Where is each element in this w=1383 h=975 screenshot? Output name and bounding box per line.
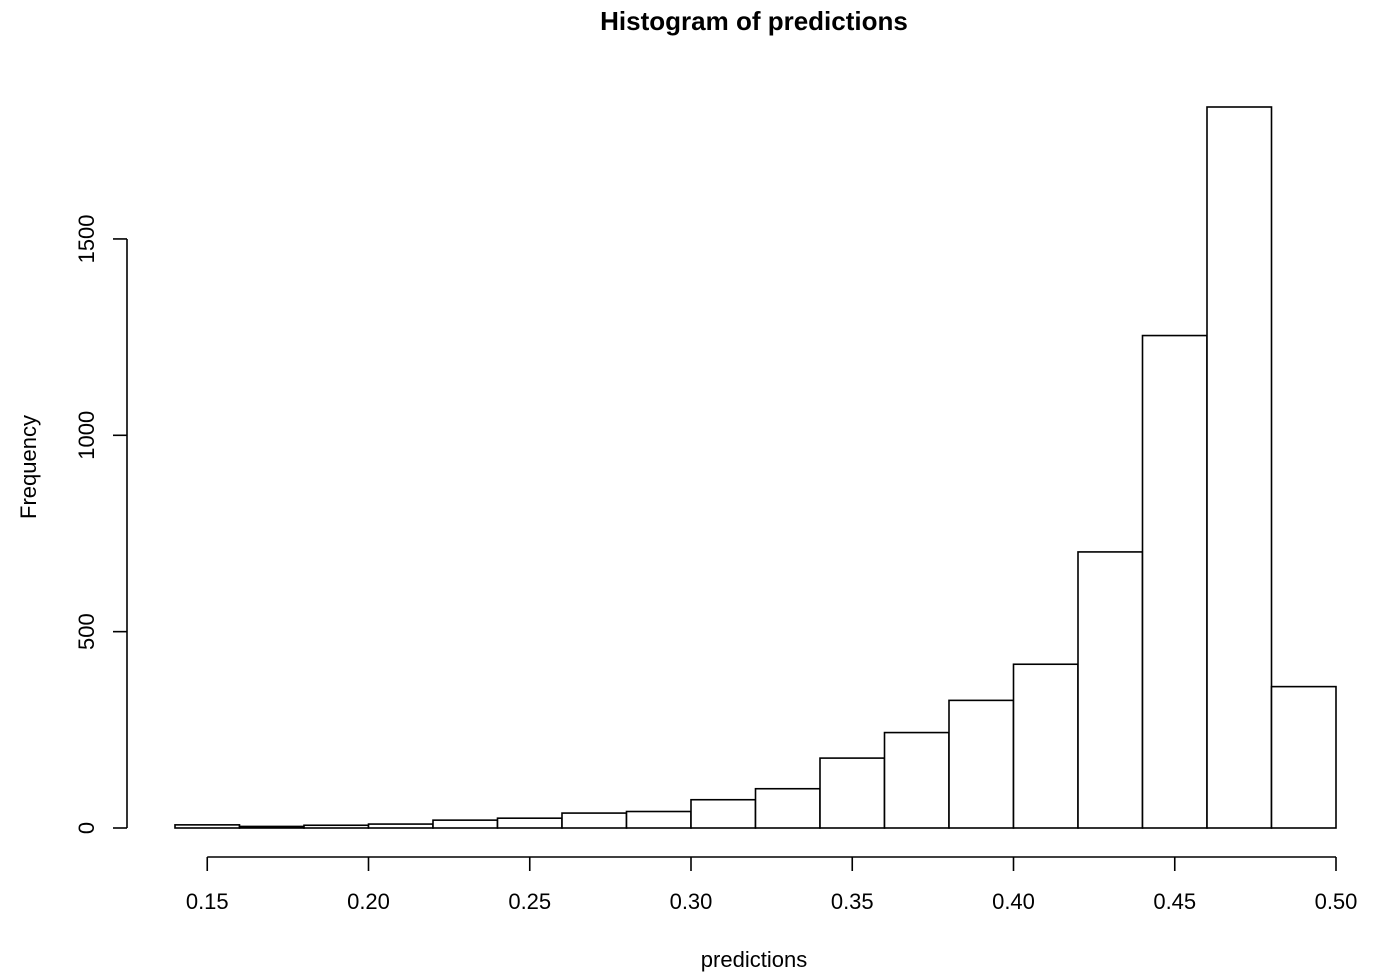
histogram-bar (367, 823, 434, 829)
histogram-bar (1206, 106, 1273, 829)
histogram-bar (432, 819, 499, 829)
histogram-bar (1141, 334, 1208, 829)
y-tick-label: 0 (74, 822, 99, 834)
y-tick-label: 1500 (74, 214, 99, 263)
histogram-bar (303, 824, 370, 829)
histogram-bar (174, 824, 241, 829)
x-tick-label: 0.20 (347, 889, 390, 914)
x-tick-label: 0.25 (508, 889, 551, 914)
x-tick-label: 0.15 (186, 889, 229, 914)
y-tick-label: 500 (74, 613, 99, 650)
histogram-bar (1012, 663, 1079, 829)
histogram-bar (1270, 685, 1337, 829)
y-tick-label: 1000 (74, 411, 99, 460)
y-axis: 0 500 1000 1500 (74, 214, 128, 834)
histogram-bar (819, 757, 886, 829)
x-tick-label: 0.35 (831, 889, 874, 914)
histogram-bar (238, 825, 305, 829)
y-axis-label: Frequency (16, 415, 41, 519)
histogram-bar (625, 810, 692, 829)
histogram-bar (883, 731, 950, 829)
histogram-bar (754, 787, 821, 829)
bars-group (174, 106, 1337, 829)
x-tick-label: 0.45 (1153, 889, 1196, 914)
histogram-bar (561, 812, 628, 829)
chart-title: Histogram of predictions (600, 6, 908, 36)
histogram-bar (496, 817, 563, 829)
x-axis-label: predictions (701, 947, 807, 972)
x-tick-label: 0.30 (670, 889, 713, 914)
x-tick-label: 0.40 (992, 889, 1035, 914)
histogram-bar (948, 699, 1015, 829)
x-axis: 0.15 0.20 0.25 0.30 0.35 0.40 0.45 0.50 (186, 856, 1358, 914)
histogram-bar (690, 798, 757, 829)
x-tick-label: 0.50 (1315, 889, 1358, 914)
histogram-bar (1077, 551, 1144, 829)
